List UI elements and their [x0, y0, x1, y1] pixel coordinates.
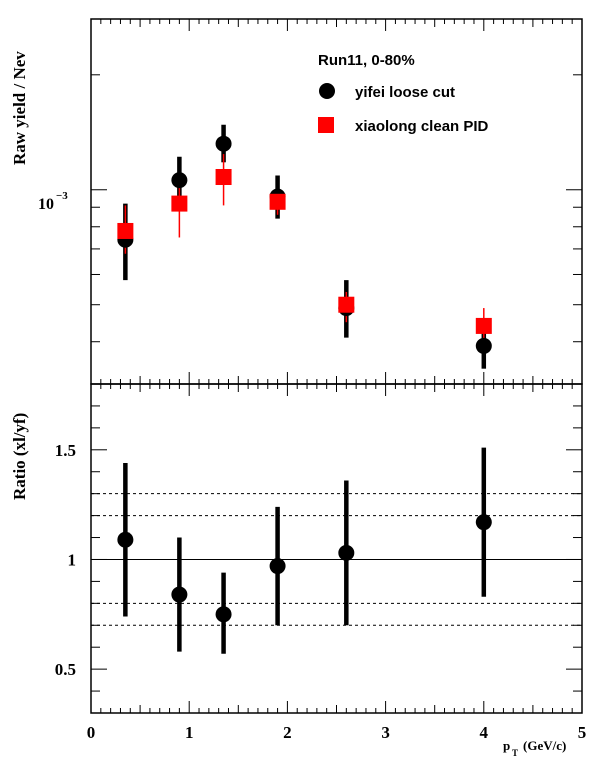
- xiaolong-data-point: [475, 317, 492, 334]
- top-plot-frame: [90, 18, 583, 385]
- xiaolong-data-point: [171, 195, 188, 212]
- bottom-ytick-label: 1.5: [55, 441, 76, 460]
- x-axis-title-sub: T: [512, 748, 518, 758]
- xiaolong-data-point: [215, 168, 232, 185]
- yifei-data-point: [215, 135, 232, 152]
- ratio-data-point: [475, 514, 492, 531]
- legend-marker-yifei: [319, 83, 335, 99]
- bottom-xtick-label: 1: [185, 723, 194, 742]
- bottom-xtick-label: 5: [578, 723, 587, 742]
- bottom-plot-frame: [90, 383, 583, 714]
- bottom-xtick-label: 2: [283, 723, 292, 742]
- ratio-data-point: [171, 586, 188, 603]
- ratio-data-point: [117, 531, 134, 548]
- top-ytick-exponent: −3: [56, 190, 68, 202]
- bottom-ytick-label: 0.5: [55, 660, 76, 679]
- legend: Run11, 0-80% yifei loose cut xiaolong cl…: [318, 52, 489, 135]
- x-axis-title-unit: (GeV/c): [523, 738, 566, 753]
- ratio-data-point: [215, 606, 232, 623]
- legend-label-xiaolong: xiaolong clean PID: [355, 118, 489, 135]
- xiaolong-data-point: [117, 222, 134, 239]
- bottom-data-marks: [117, 447, 492, 654]
- top-ytick-label: 10: [38, 196, 54, 213]
- xiaolong-data-point: [338, 296, 355, 313]
- x-axis-title-main: p: [503, 738, 510, 753]
- top-data-marks: [117, 124, 492, 369]
- legend-marker-xiaolong: [318, 117, 334, 133]
- bottom-xtick-label: 0: [87, 723, 96, 742]
- ratio-data-point: [338, 544, 355, 561]
- bottom-axis-ticks: 0 1 2 3 4 5 0.5 1 1.5: [55, 383, 587, 742]
- bottom-xtick-label: 4: [480, 723, 489, 742]
- yifei-data-point: [475, 337, 492, 354]
- legend-label-yifei: yifei loose cut: [355, 84, 455, 101]
- bottom-ytick-label: 1: [68, 550, 77, 569]
- bottom-xtick-label: 3: [381, 723, 390, 742]
- yifei-data-point: [171, 172, 188, 189]
- xiaolong-data-point: [269, 193, 286, 210]
- top-axis-ticks: [90, 19, 583, 384]
- top-y-axis-title: Raw yield / Nev: [10, 51, 29, 165]
- ratio-data-point: [269, 558, 286, 575]
- bottom-y-axis-title: Ratio (xl/yf): [10, 413, 29, 500]
- reference-lines: [91, 493, 582, 626]
- legend-header: Run11, 0-80%: [318, 52, 415, 69]
